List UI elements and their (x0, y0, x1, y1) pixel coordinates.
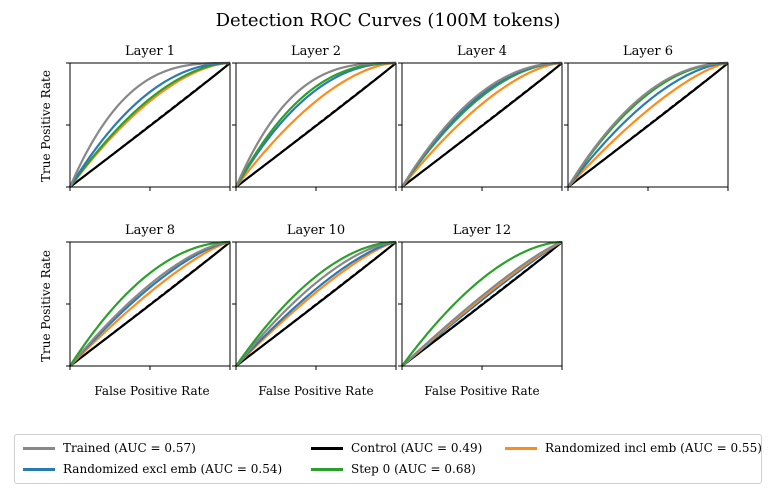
legend-label-trained: Trained (AUC = 0.57) (63, 441, 196, 455)
roc-line-step-0-layer-1 (69, 61, 231, 188)
roc-line-control-layer-12 (401, 241, 563, 367)
panel-layer-1: Layer 1 (66, 44, 231, 191)
y-axis-label-row2: True Positive Rate (39, 250, 53, 362)
panel-title-layer-6: Layer 6 (623, 44, 673, 59)
legend-label-randomized-incl-emb: Randomized incl emb (AUC = 0.55) (545, 441, 762, 455)
legend-swatch-step-0 (311, 467, 343, 471)
panel-layer-4: Layer 4 (398, 44, 563, 191)
panel-layer-8: Layer 8 (66, 223, 231, 370)
x-axis-label-col2: False Positive Rate (258, 384, 373, 398)
y-axis-label-row1: True Positive Rate (39, 70, 53, 182)
roc-line-trained-layer-1 (68, 61, 230, 188)
roc-line-step-0-layer-2 (235, 61, 397, 188)
panel-title-layer-10: Layer 10 (287, 223, 345, 238)
legend-swatch-randomized-incl-emb (505, 446, 537, 450)
roc-line-randomized-excl-emb-layer-10 (235, 240, 397, 367)
roc-line-trained-layer-4 (401, 61, 563, 188)
panels: Layer 1 Layer 2 Layer 4 Layer 6 Layer 8 Layer… (66, 44, 729, 370)
roc-line-control-layer-8 (69, 241, 231, 367)
panel-layer-6: Layer 6 (564, 44, 729, 191)
roc-line-trained-layer-12 (401, 240, 563, 367)
legend-item-randomized-excl-emb: Randomized excl emb (AUC = 0.54) (23, 462, 282, 476)
roc-line-trained-layer-8 (69, 240, 231, 367)
roc-line-randomized-incl-emb-layer-8 (69, 240, 231, 367)
roc-line-randomized-excl-emb-layer-8 (69, 240, 231, 367)
legend-label-control: Control (AUC = 0.49) (351, 441, 483, 455)
roc-figure: Detection ROC Curves (100M tokens) Layer… (39, 10, 729, 398)
panel-title-layer-8: Layer 8 (125, 223, 175, 238)
roc-line-step-0-layer-8 (69, 240, 231, 367)
legend-swatch-trained (23, 446, 55, 450)
panel-layer-12: Layer 12 (398, 223, 563, 370)
x-axis-label-col3: False Positive Rate (424, 384, 539, 398)
roc-line-step-0-layer-10 (235, 240, 397, 367)
roc-line-step-0-layer-12 (401, 240, 563, 367)
roc-line-randomized-incl-emb-layer-4 (401, 61, 563, 188)
panel-title-layer-2: Layer 2 (291, 44, 341, 59)
panel-title-layer-12: Layer 12 (453, 223, 511, 238)
panel-title-layer-1: Layer 1 (125, 44, 175, 59)
roc-line-control-layer-1 (69, 62, 231, 188)
legend-label-randomized-excl-emb: Randomized excl emb (AUC = 0.54) (63, 462, 283, 476)
roc-line-randomized-excl-emb-layer-1 (69, 61, 231, 188)
roc-line-randomized-incl-emb-layer-6 (567, 61, 729, 188)
figure-title: Detection ROC Curves (100M tokens) (216, 10, 561, 31)
panel-title-layer-4: Layer 4 (457, 44, 507, 59)
legend: Trained (AUC = 0.57) Control (AUC = 0.49… (14, 434, 762, 484)
roc-line-randomized-excl-emb-layer-6 (567, 61, 729, 188)
roc-line-control-layer-6 (567, 62, 729, 188)
roc-line-trained-layer-6 (567, 61, 729, 188)
roc-line-randomized-incl-emb-layer-10 (235, 240, 397, 367)
legend-swatch-randomized-excl-emb (23, 467, 55, 471)
x-axis-label-col1: False Positive Rate (94, 384, 209, 398)
roc-line-control-layer-2 (235, 62, 397, 188)
legend-item-randomized-incl-emb: Randomized incl emb (AUC = 0.55) (505, 441, 762, 455)
legend-swatch-control (311, 446, 343, 450)
legend-label-step-0: Step 0 (AUC = 0.68) (351, 462, 476, 476)
roc-line-control-layer-10 (235, 241, 397, 367)
roc-line-trained-layer-10 (235, 240, 397, 367)
panel-layer-2: Layer 2 (232, 44, 397, 191)
legend-item-control: Control (AUC = 0.49) (311, 441, 482, 455)
panel-layer-10: Layer 10 (232, 223, 397, 370)
roc-line-randomized-incl-emb-layer-2 (235, 61, 397, 188)
legend-item-step-0: Step 0 (AUC = 0.68) (311, 462, 476, 476)
roc-line-trained-layer-2 (234, 61, 396, 188)
legend-item-trained: Trained (AUC = 0.57) (23, 441, 196, 455)
roc-line-control-layer-4 (401, 62, 563, 188)
